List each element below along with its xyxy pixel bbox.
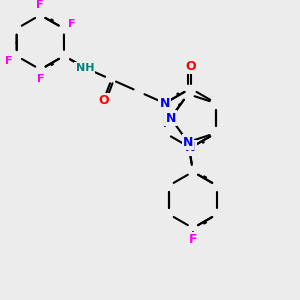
Text: NH: NH <box>76 63 94 73</box>
Text: N: N <box>185 141 196 154</box>
Text: F: F <box>37 74 44 84</box>
Text: F: F <box>68 19 76 29</box>
Text: F: F <box>189 233 197 247</box>
Text: F: F <box>5 56 12 66</box>
Text: N: N <box>160 97 170 110</box>
Text: N: N <box>183 136 193 148</box>
Text: O: O <box>185 60 196 73</box>
Text: O: O <box>98 94 109 107</box>
Text: N: N <box>165 112 176 124</box>
Text: F: F <box>36 0 44 11</box>
